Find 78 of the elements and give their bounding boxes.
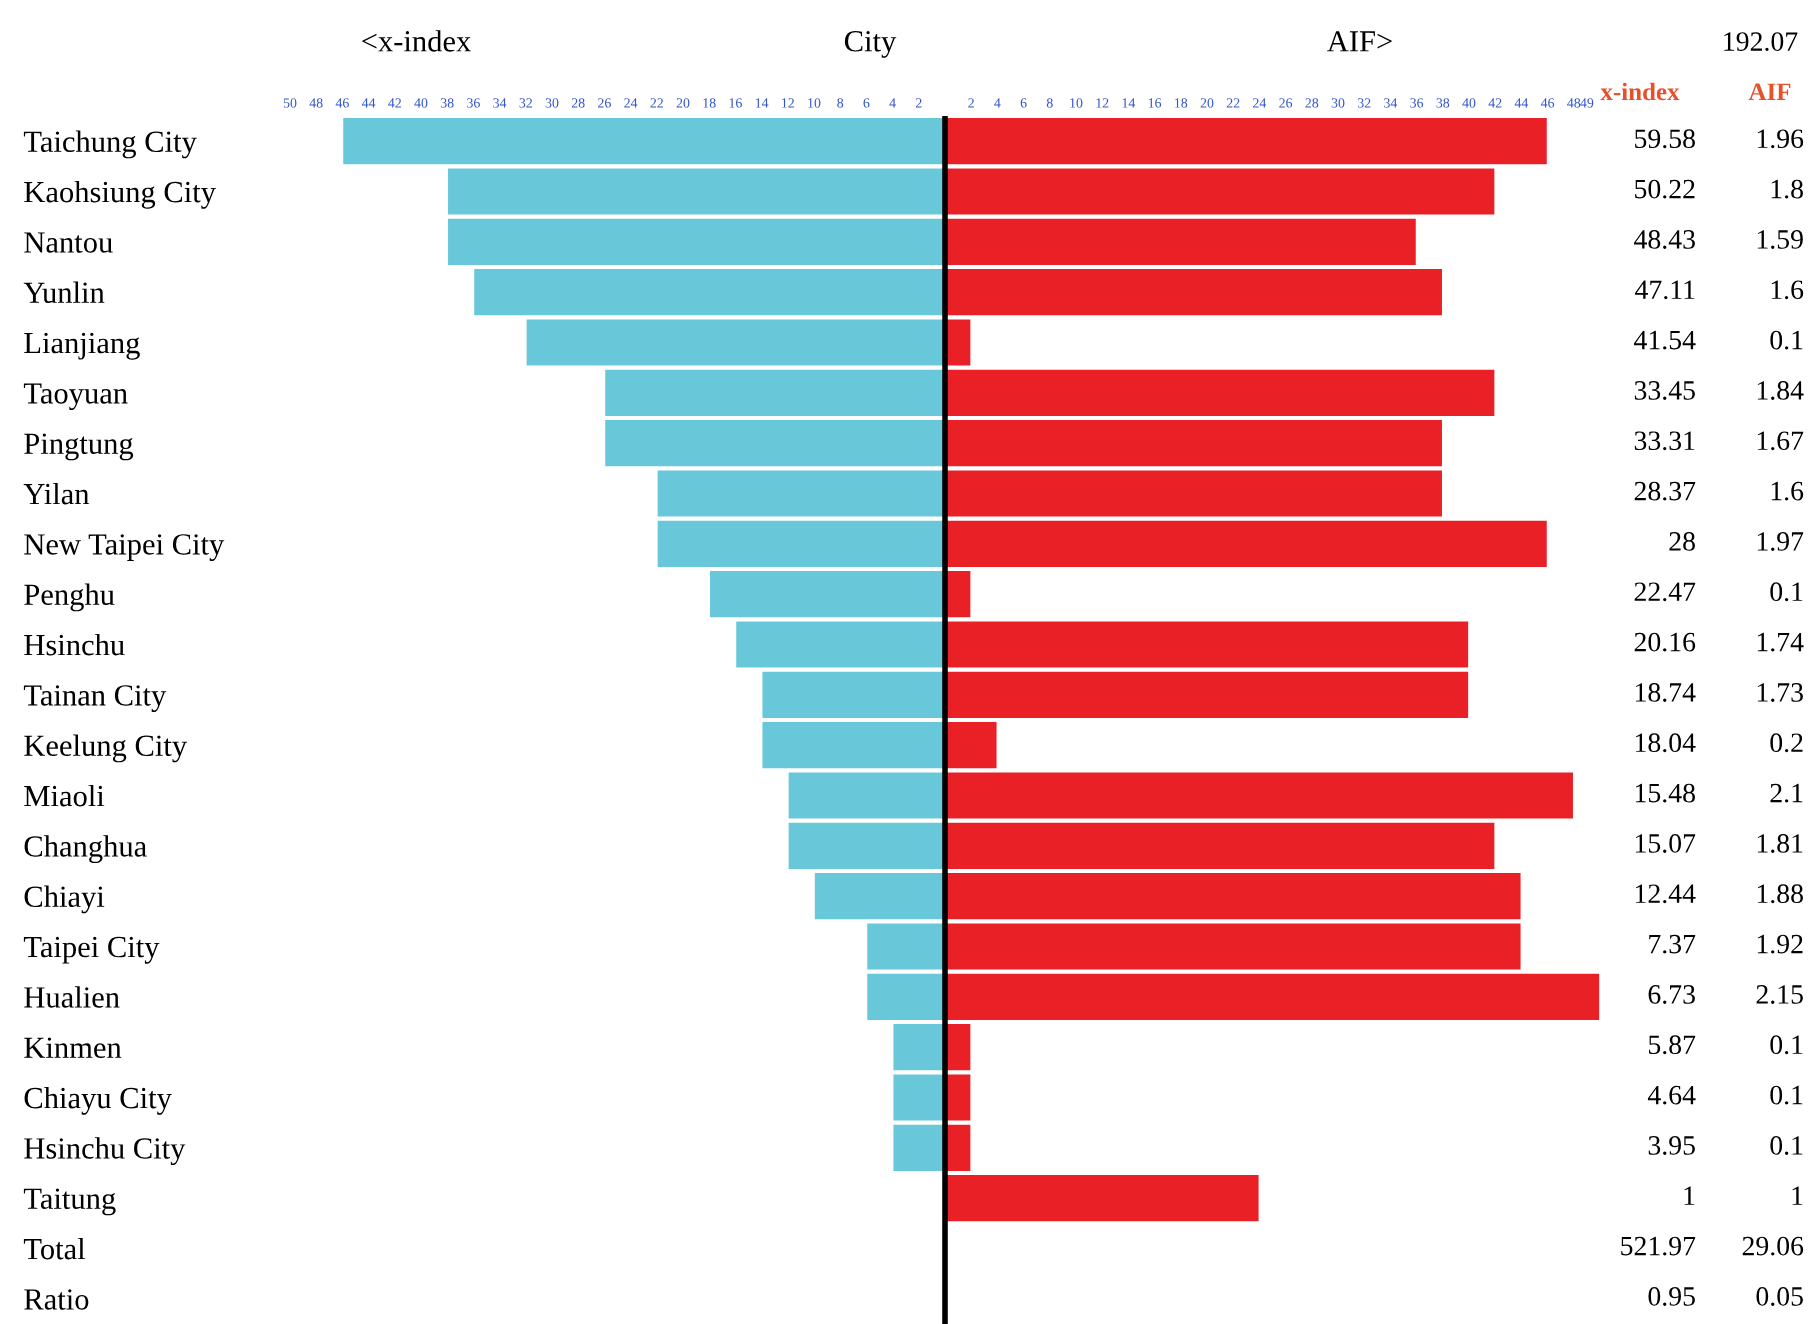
text: 1.6	[1771, 280, 1804, 300]
text: 0.2	[1770, 733, 1803, 753]
text: 1.96	[1757, 129, 1804, 149]
y-tick-label: Hsinchu City	[24, 1137, 186, 1166]
y-tick-label: Penghu	[24, 583, 115, 612]
text: 1.84	[1757, 381, 1804, 400]
y-tick-label: Miaoli	[24, 784, 105, 807]
y-tick-label: Taichung City	[23, 130, 197, 159]
text: 12.44	[1635, 884, 1696, 904]
text: 1.8	[1771, 179, 1803, 199]
text: 0.05	[1756, 1287, 1803, 1306]
text: 1.73	[1757, 683, 1803, 702]
text: 7.37	[1649, 934, 1696, 954]
y-tick-label: Lianjiang	[24, 332, 140, 360]
y-tick-label: Pingtung	[24, 433, 134, 461]
text: 50.22	[1635, 179, 1695, 199]
y-tick-label: Yunlin	[23, 281, 105, 304]
text: 192.07	[1724, 32, 1798, 52]
y-tick-label: Ratio	[24, 1289, 89, 1310]
text: 0.1	[1770, 1085, 1803, 1105]
text: 28.37	[1634, 481, 1696, 501]
text: 3.95	[1648, 1136, 1695, 1155]
text: 0.1	[1770, 1136, 1803, 1155]
text: 1.92	[1757, 934, 1803, 954]
text: 1	[1684, 1186, 1695, 1205]
y-tick-label: Hsinchu	[24, 633, 125, 656]
text: 1.74	[1757, 632, 1804, 652]
text: 18.04	[1635, 733, 1696, 753]
text: 41.54	[1634, 330, 1696, 350]
text: 0.95	[1648, 1287, 1695, 1306]
text: City	[844, 31, 897, 58]
text: 6.73	[1648, 985, 1695, 1004]
text: 0.1	[1770, 330, 1803, 350]
y-tick-label: Tainan City	[23, 685, 167, 712]
text: 1.59	[1757, 230, 1803, 249]
text: 5.87	[1649, 1035, 1696, 1055]
y-tick-label: Total	[23, 1237, 86, 1260]
text: 47.11	[1635, 280, 1695, 300]
text: 59.58	[1635, 129, 1695, 149]
text: 2.1	[1770, 783, 1803, 803]
text: 15.07	[1635, 834, 1696, 853]
text: AIF>	[1327, 31, 1392, 52]
text: 1.97	[1757, 532, 1804, 551]
text: 1.88	[1757, 884, 1803, 904]
text: 1.81	[1757, 834, 1803, 853]
text: 0.1	[1770, 1035, 1803, 1055]
text: 1.6	[1771, 481, 1804, 501]
y-tick-label: New Taipei City	[24, 534, 225, 561]
y-tick-label: Chiayu City	[24, 1086, 172, 1115]
y-tick-label: Keelung City	[24, 734, 187, 763]
text: 22.47	[1634, 582, 1696, 602]
text: 2.15	[1756, 985, 1803, 1004]
y-tick-label: Nantou	[24, 232, 113, 253]
text: 15.48	[1635, 783, 1695, 803]
text: 4.64	[1647, 1085, 1696, 1105]
text: 48.43	[1634, 230, 1695, 249]
text: 33.31	[1634, 431, 1695, 451]
text: 0.1	[1770, 582, 1803, 602]
y-tick-label: Taipei City	[23, 936, 160, 964]
y-tick-label: Hualien	[24, 986, 120, 1008]
text: x-index	[1600, 82, 1680, 101]
text: 1.67	[1757, 431, 1804, 451]
text: 29.06	[1742, 1236, 1804, 1256]
text: 33.45	[1634, 381, 1695, 400]
y-tick-label: Kaohsiung City	[24, 180, 216, 209]
y-tick-label: Taoyuan	[23, 383, 128, 410]
y-tick-label: Taitung	[23, 1188, 116, 1216]
text: <x-index	[362, 30, 471, 52]
text: 20.16	[1634, 632, 1696, 652]
y-tick-label: Changhua	[24, 835, 147, 864]
y-tick-label: Kinmen	[24, 1037, 122, 1059]
text: AIF	[1748, 83, 1791, 101]
text: 521.97	[1621, 1236, 1696, 1256]
text: 1	[1792, 1186, 1803, 1205]
y-tick-label: Chiayi	[24, 885, 105, 914]
text: 28	[1669, 532, 1695, 551]
text: 18.74	[1635, 683, 1696, 702]
y-tick-label: Yilan	[23, 482, 90, 505]
